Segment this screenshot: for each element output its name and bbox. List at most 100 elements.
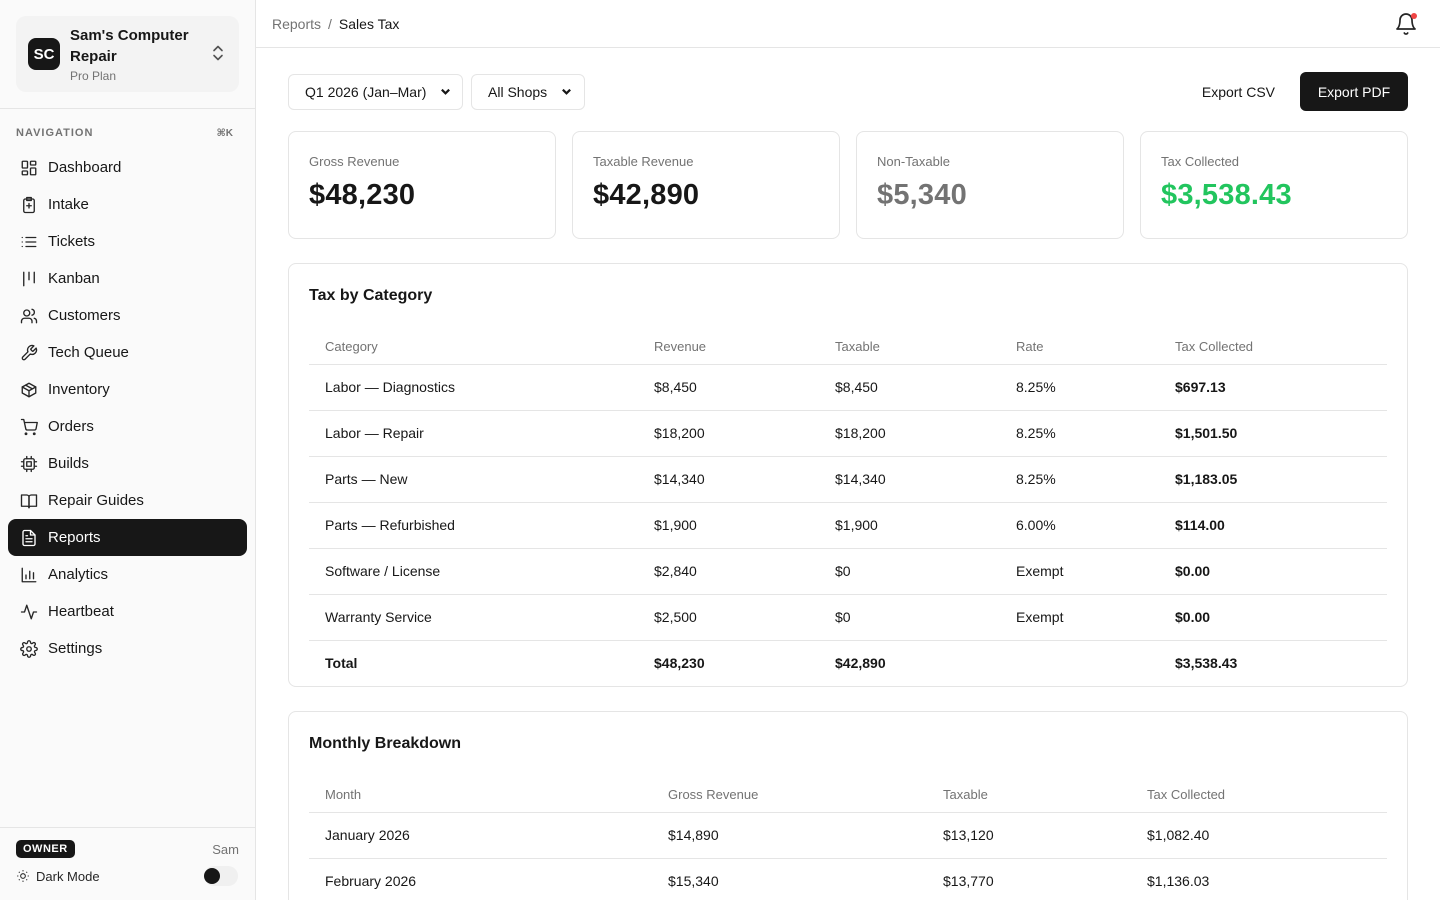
breadcrumb-separator: / bbox=[328, 15, 332, 32]
stat-label: Gross Revenue bbox=[309, 154, 400, 169]
stat-cards: Gross Revenue $48,230 Taxable Revenue $4… bbox=[288, 131, 1408, 239]
stat-card-tax-collected: Tax Collected $3,538.43 bbox=[1140, 131, 1408, 239]
cell-revenue: $2,500 bbox=[638, 594, 819, 641]
top-bar: Reports / Sales Tax bbox=[256, 0, 1440, 48]
cell-tax-collected: $114.00 bbox=[1159, 502, 1387, 549]
role-badge: OWNER bbox=[16, 840, 75, 858]
intake-icon bbox=[23, 196, 35, 213]
cell-rate: 6.00% bbox=[1000, 502, 1159, 549]
table-header-row: Month Gross Revenue Taxable Tax Collecte… bbox=[309, 778, 1387, 813]
notification-dot bbox=[1411, 13, 1417, 19]
table-row: Parts — New $14,340 $14,340 8.25% $1,183… bbox=[309, 456, 1387, 503]
sun-icon bbox=[17, 870, 29, 882]
sidebar-item-label: Heartbeat bbox=[48, 603, 114, 620]
dark-mode-label: Dark Mode bbox=[16, 869, 100, 884]
column-header: Taxable bbox=[927, 778, 1131, 813]
cell-tax-collected: $1,501.50 bbox=[1159, 410, 1387, 457]
stat-label: Tax Collected bbox=[1161, 154, 1240, 169]
cell-rate: 8.25% bbox=[1000, 364, 1159, 411]
sidebar-item-tickets[interactable]: Tickets bbox=[8, 223, 247, 260]
export-csv-button[interactable]: Export CSV bbox=[1201, 83, 1275, 100]
cell-total-rate bbox=[1000, 640, 1159, 686]
cell-category: Parts — New bbox=[309, 456, 638, 503]
period-select[interactable]: Q1 2026 (Jan–Mar) bbox=[288, 73, 463, 110]
monthly-breakdown-table: Month Gross Revenue Taxable Tax Collecte… bbox=[309, 778, 1387, 900]
cell-taxable: $18,200 bbox=[819, 410, 1000, 457]
sidebar-item-reports[interactable]: Reports bbox=[8, 519, 247, 556]
cell-rate: Exempt bbox=[1000, 594, 1159, 641]
sidebar-item-settings[interactable]: Settings bbox=[8, 630, 247, 667]
book-icon bbox=[20, 493, 38, 508]
table-row: Software / License $2,840 $0 Exempt $0.0… bbox=[309, 548, 1387, 595]
column-header: Taxable bbox=[819, 330, 1000, 365]
export-pdf-button[interactable]: Export PDF bbox=[1300, 72, 1408, 111]
cell-taxable: $14,340 bbox=[819, 456, 1000, 503]
sidebar-item-dashboard[interactable]: Dashboard bbox=[8, 149, 247, 186]
stat-value: $5,340 bbox=[877, 179, 967, 211]
wrench-icon bbox=[21, 344, 38, 360]
sidebar-item-label: Kanban bbox=[48, 270, 100, 287]
cell-gross-revenue: $15,340 bbox=[652, 858, 927, 900]
cell-rate: 8.25% bbox=[1000, 456, 1159, 503]
dark-mode-text: Dark Mode bbox=[36, 868, 100, 884]
column-header: Rate bbox=[1000, 330, 1159, 365]
shop-select-value: All Shops bbox=[488, 83, 548, 100]
stat-card-gross-revenue: Gross Revenue $48,230 bbox=[288, 131, 556, 239]
chevron-down-icon bbox=[441, 88, 451, 95]
box-icon bbox=[21, 382, 37, 397]
org-avatar: SC bbox=[28, 38, 60, 70]
gear-icon bbox=[20, 639, 38, 658]
org-switcher[interactable]: SC Sam's Computer Repair Pro Plan bbox=[16, 16, 239, 92]
shop-select[interactable]: All Shops bbox=[471, 73, 585, 110]
cell-category: Warranty Service bbox=[309, 594, 638, 641]
sidebar-item-label: Reports bbox=[48, 529, 101, 546]
sidebar-item-label: Builds bbox=[48, 455, 89, 472]
tax-by-category-table: Category Revenue Taxable Rate Tax Collec… bbox=[309, 330, 1387, 686]
cell-total-taxable: $42,890 bbox=[835, 655, 886, 672]
cell-taxable: $0 bbox=[819, 548, 1000, 595]
table-row: Warranty Service $2,500 $0 Exempt $0.00 bbox=[309, 594, 1387, 641]
cell-revenue: $1,900 bbox=[638, 502, 819, 549]
sidebar-item-label: Intake bbox=[48, 196, 89, 213]
sidebar-item-label: Customers bbox=[48, 307, 121, 324]
sidebar-item-repair-guides[interactable]: Repair Guides bbox=[8, 482, 247, 519]
sidebar-item-tech-queue[interactable]: Tech Queue bbox=[8, 334, 247, 371]
bell-icon bbox=[1396, 13, 1416, 35]
table-row: Parts — Refurbished $1,900 $1,900 6.00% … bbox=[309, 502, 1387, 549]
stat-value: $48,230 bbox=[309, 179, 416, 211]
cell-gross-revenue: $14,890 bbox=[652, 812, 927, 859]
sidebar-item-customers[interactable]: Customers bbox=[8, 297, 247, 334]
sidebar-item-label: Tickets bbox=[48, 233, 95, 250]
sidebar-item-builds[interactable]: Builds bbox=[8, 445, 247, 482]
cell-tax-collected: $1,183.05 bbox=[1159, 456, 1387, 503]
cpu-icon bbox=[20, 455, 38, 472]
sidebar-item-orders[interactable]: Orders bbox=[8, 408, 247, 445]
column-header: Category bbox=[309, 330, 638, 365]
sidebar-divider bbox=[0, 108, 255, 109]
sidebar-item-label: Inventory bbox=[48, 381, 110, 398]
sidebar-item-kanban[interactable]: Kanban bbox=[8, 260, 247, 297]
sidebar-item-label: Analytics bbox=[48, 566, 109, 583]
sidebar-item-analytics[interactable]: Analytics bbox=[8, 556, 247, 593]
cart-icon bbox=[20, 418, 38, 435]
cell-taxable: $13,120 bbox=[927, 812, 1131, 859]
cell-revenue: $18,200 bbox=[638, 410, 819, 457]
dark-mode-toggle[interactable] bbox=[204, 866, 238, 886]
cell-revenue: $8,450 bbox=[638, 364, 819, 411]
org-plan: Pro Plan bbox=[70, 69, 117, 83]
page-content: Q1 2026 (Jan–Mar) All Shops Export CSV E… bbox=[256, 48, 1440, 900]
cell-taxable: $0 bbox=[819, 594, 1000, 641]
breadcrumb-parent[interactable]: Reports bbox=[272, 15, 322, 32]
notifications-button[interactable] bbox=[1394, 12, 1418, 36]
main-area: Reports / Sales Tax Q1 2026 (Jan–Mar) Al… bbox=[256, 0, 1440, 900]
cell-month: January 2026 bbox=[309, 812, 652, 859]
stat-card-non-taxable: Non-Taxable $5,340 bbox=[856, 131, 1124, 239]
user-name: Sam bbox=[212, 841, 239, 857]
stat-value: $42,890 bbox=[593, 179, 700, 211]
sidebar-item-heartbeat[interactable]: Heartbeat bbox=[8, 593, 247, 630]
monthly-breakdown-card: Monthly Breakdown Month Gross Revenue Ta… bbox=[288, 711, 1408, 900]
period-select-value: Q1 2026 (Jan–Mar) bbox=[305, 83, 427, 100]
sidebar-item-intake[interactable]: Intake bbox=[8, 186, 247, 223]
sidebar-item-inventory[interactable]: Inventory bbox=[8, 371, 247, 408]
cell-total-label: Total bbox=[325, 655, 358, 672]
